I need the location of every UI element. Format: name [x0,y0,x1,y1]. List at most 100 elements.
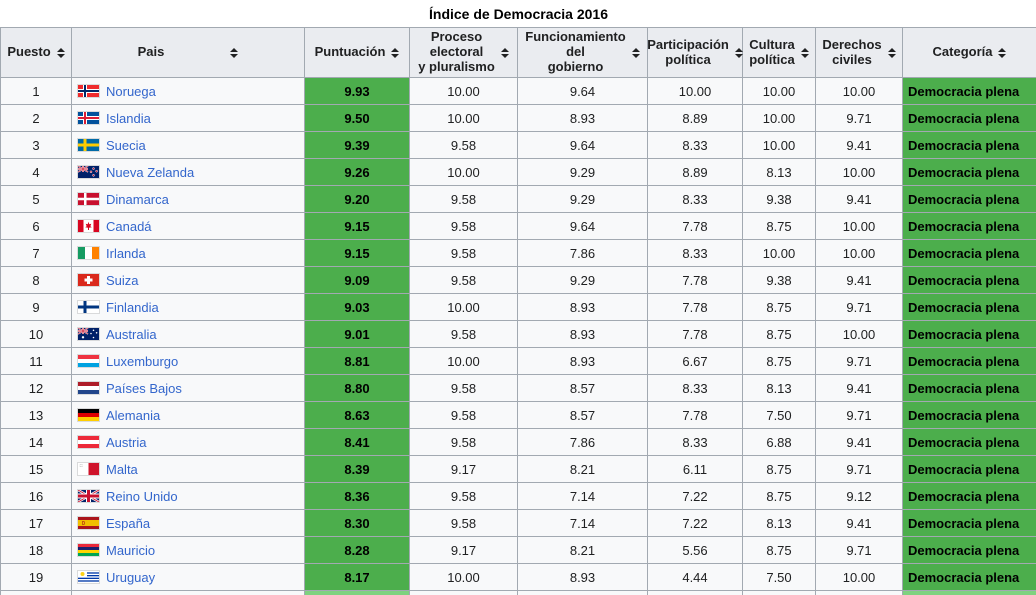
score-cell: 8.80 [305,375,410,402]
column-header-participacion[interactable]: Participación política [648,28,743,78]
column-header-pais[interactable]: Pais [72,28,305,78]
sort-icon [632,48,640,58]
table-row: 4 Nueva Zelanda 9.26 10.00 9.29 8.89 8.1… [1,159,1036,186]
score-cell: 9.39 [305,132,410,159]
cultura-cell: 8.75 [743,213,816,240]
funcionamiento-cell: 9.64 [518,213,648,240]
ireland-flag-icon [78,247,99,259]
score-cell: 9.01 [305,321,410,348]
table-row: 17 España 8.30 9.58 7.14 7.22 8.13 9.41 … [1,510,1036,537]
country-cell: Países Bajos [72,375,305,402]
derechos-cell: 9.71 [816,456,903,483]
participacion-cell: 10.00 [648,78,743,105]
funcionamiento-cell: 9.29 [518,159,648,186]
table-row: 8 Suiza 9.09 9.58 9.29 7.78 9.38 9.41 De… [1,267,1036,294]
proceso-electoral-cell: 9.58 [410,186,518,213]
country-link[interactable]: Países Bajos [106,381,182,396]
country-link[interactable]: Irlanda [106,246,146,261]
derechos-cell: 10.00 [816,240,903,267]
country-link[interactable]: Finlandia [106,300,159,315]
country-link[interactable]: Canadá [106,219,152,234]
switzerland-flag-icon [78,274,99,286]
cultura-cell: 10.00 [743,240,816,267]
column-header-derechos[interactable]: Derechos civiles [816,28,903,78]
country-link[interactable]: Austria [106,435,146,450]
proceso-electoral-cell: 9.58 [410,402,518,429]
column-header-label: Participación política [647,38,729,68]
table-row: 14 Austria 8.41 9.58 7.86 8.33 6.88 9.41… [1,429,1036,456]
category-cell: Democracia plena [903,132,1036,159]
rank-cell: 5 [1,186,72,213]
score-cell: 9.15 [305,213,410,240]
score-cell: 8.28 [305,537,410,564]
funcionamiento-cell: 9.64 [518,132,648,159]
country-link[interactable]: Australia [106,327,157,342]
cultura-cell: 8.13 [743,159,816,186]
participacion-cell: 8.89 [648,159,743,186]
country-cell: Suiza [72,267,305,294]
rank-cell: 9 [1,294,72,321]
proceso-electoral-cell: 9.17 [410,456,518,483]
country-link[interactable]: Noruega [106,84,156,99]
participacion-cell: 7.78 [648,267,743,294]
category-cell: Democracia plena [903,213,1036,240]
proceso-electoral-cell: 9.58 [410,429,518,456]
country-link[interactable]: Malta [106,462,138,477]
participacion-cell: 8.33 [648,375,743,402]
country-link[interactable]: Alemania [106,408,160,423]
funcionamiento-cell: 8.93 [518,321,648,348]
column-header-puesto[interactable]: Puesto [1,28,72,78]
spain-flag-icon [78,517,99,529]
proceso-electoral-cell: 10.00 [410,348,518,375]
category-cell: Democracia plena [903,429,1036,456]
column-header-puntuacion[interactable]: Puntuación [305,28,410,78]
funcionamiento-cell: 8.21 [518,456,648,483]
cultura-cell: 8.13 [743,510,816,537]
country-link[interactable]: Suiza [106,273,139,288]
country-link[interactable]: España [106,516,150,531]
country-cell: Irlanda [72,240,305,267]
column-header-cultura[interactable]: Cultura política [743,28,816,78]
country-link[interactable]: Dinamarca [106,192,169,207]
country-cell: Noruega [72,78,305,105]
category-cell: Democracia plena [903,402,1036,429]
category-cell: Democracia plena [903,348,1036,375]
column-header-label: Categoría [933,45,993,60]
country-link[interactable]: Mauricio [106,543,155,558]
category-cell: Democracia plena [903,456,1036,483]
rank-cell: 17 [1,510,72,537]
sort-icon [998,48,1006,58]
column-header-proceso-electoral[interactable]: Proceso electoral y pluralismo [410,28,518,78]
country-cell: Alemania [72,402,305,429]
table-row: 9 Finlandia 9.03 10.00 8.93 7.78 8.75 9.… [1,294,1036,321]
rank-cell: 2 [1,105,72,132]
cultura-cell: 8.13 [743,375,816,402]
category-cell: Democracia plena [903,510,1036,537]
funcionamiento-cell: 8.57 [518,402,648,429]
cultura-cell: 8.75 [743,483,816,510]
sort-icon [888,48,896,58]
rank-cell: 10 [1,321,72,348]
participacion-cell: 8.33 [648,429,743,456]
rank-cell: 18 [1,537,72,564]
participacion-cell: 6.67 [648,348,743,375]
score-cell: 9.93 [305,78,410,105]
cultura-cell: 10.00 [743,132,816,159]
country-link[interactable]: Islandia [106,111,151,126]
participacion-cell: 5.56 [648,537,743,564]
column-header-categoria[interactable]: Categoría [903,28,1036,78]
country-link[interactable]: Luxemburgo [106,354,178,369]
sort-icon [230,48,238,58]
cultura-cell: 8.75 [743,456,816,483]
luxembourg-flag-icon [78,355,99,367]
cultura-cell: 8.75 [743,321,816,348]
country-link[interactable]: Nueva Zelanda [106,165,194,180]
australia-flag-icon [78,328,99,340]
country-link[interactable]: Suecia [106,138,146,153]
column-header-funcionamiento[interactable]: Funcionamiento del gobierno [518,28,648,78]
sort-icon [501,48,509,58]
country-link[interactable]: Uruguay [106,570,155,585]
country-cell: Canadá [72,213,305,240]
country-link[interactable]: Reino Unido [106,489,178,504]
